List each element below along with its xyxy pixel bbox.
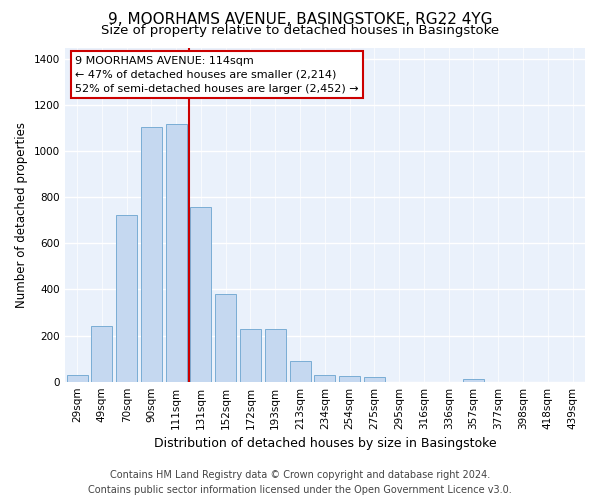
Bar [290,361,311,382]
Bar [166,124,187,382]
Y-axis label: Number of detached properties: Number of detached properties [15,122,28,308]
Bar [190,206,211,382]
Bar [67,375,88,382]
Bar [240,328,261,382]
Bar [141,127,162,382]
Text: Size of property relative to detached houses in Basingstoke: Size of property relative to detached ho… [101,24,499,37]
Bar [314,375,335,382]
Text: Contains HM Land Registry data © Crown copyright and database right 2024.
Contai: Contains HM Land Registry data © Crown c… [88,470,512,495]
Bar [215,294,236,382]
Text: 9, MOORHAMS AVENUE, BASINGSTOKE, RG22 4YG: 9, MOORHAMS AVENUE, BASINGSTOKE, RG22 4Y… [108,12,492,28]
Bar [463,380,484,382]
Bar [339,376,360,382]
Bar [364,377,385,382]
Bar [91,326,112,382]
Bar [116,214,137,382]
X-axis label: Distribution of detached houses by size in Basingstoke: Distribution of detached houses by size … [154,437,496,450]
Text: 9 MOORHAMS AVENUE: 114sqm
← 47% of detached houses are smaller (2,214)
52% of se: 9 MOORHAMS AVENUE: 114sqm ← 47% of detac… [75,56,359,94]
Bar [265,328,286,382]
